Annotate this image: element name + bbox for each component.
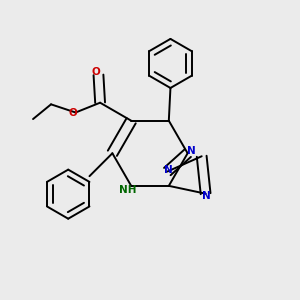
- Text: N: N: [187, 146, 195, 156]
- Text: O: O: [92, 67, 100, 77]
- Text: NH: NH: [118, 185, 136, 195]
- Text: O: O: [69, 109, 77, 118]
- Text: N: N: [164, 165, 172, 175]
- Text: N: N: [202, 191, 211, 201]
